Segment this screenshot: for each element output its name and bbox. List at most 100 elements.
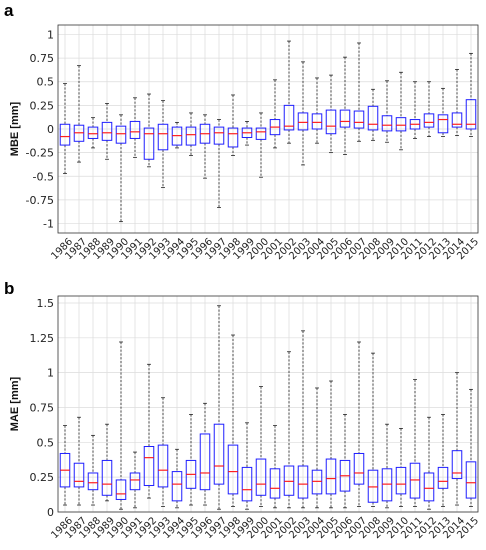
mbe-boxes (59, 40, 477, 223)
mae-box-2009 (381, 423, 393, 509)
mbe-box-2001 (269, 79, 281, 149)
mbe-box-2008 (367, 88, 379, 141)
mbe-iqr-box (129, 120, 141, 139)
mae-iqr-box (465, 461, 477, 499)
mbe-iqr-box (311, 113, 323, 130)
mae-box-2004 (311, 387, 323, 509)
mbe-box-2010 (395, 71, 407, 151)
mae-boxes (59, 305, 477, 510)
mbe-iqr-box (339, 109, 351, 128)
mbe-box-1998 (227, 94, 239, 156)
mbe-iqr-box (143, 127, 155, 160)
mae-y-tick-label: 1.25 (30, 332, 55, 345)
mbe-y-ticks: 1 0.75 0.5 0.25 0 -0.25 -0.5 -0.75 -1 (26, 28, 54, 230)
mbe-box-1996 (199, 114, 211, 179)
mae-iqr-box (241, 466, 253, 502)
mbe-iqr-box (297, 112, 309, 131)
mbe-iqr-box (157, 123, 169, 151)
mbe-iqr-box (353, 110, 365, 129)
mbe-box-1994 (171, 121, 183, 149)
mae-y-ticks: 1.5 1.25 1 0.75 0.5 0.25 0 (30, 297, 55, 519)
mae-iqr-box (73, 462, 85, 488)
mae-iqr-box (353, 452, 365, 485)
mbe-box-2009 (381, 80, 393, 143)
mae-box-1986 (59, 425, 71, 506)
mbe-box-2002 (283, 40, 295, 144)
mae-box-1993 (157, 397, 169, 507)
mae-iqr-box (283, 465, 295, 496)
mae-y-tick-label: 1.5 (37, 297, 55, 310)
mbe-iqr-box (59, 123, 71, 146)
mbe-box-2004 (311, 77, 323, 144)
mbe-box-1989 (101, 103, 113, 160)
mae-box-1997 (213, 305, 225, 510)
mbe-box-1991 (129, 97, 141, 158)
mae-y-tick-label: 0.5 (37, 436, 55, 449)
mae-iqr-box (409, 462, 421, 499)
mbe-iqr-box (395, 117, 407, 132)
mae-box-1990 (115, 341, 127, 510)
mbe-y-tick-label: -1 (43, 218, 54, 231)
mbe-box-2015 (465, 52, 477, 137)
mbe-iqr-box (465, 99, 477, 130)
mae-box-2014 (451, 372, 463, 506)
mbe-y-tick-label: 0 (47, 123, 54, 136)
mae-box-2015 (465, 388, 477, 507)
mae-box-2006 (339, 414, 351, 509)
mae-iqr-box (451, 450, 463, 480)
mbe-box-1988 (87, 117, 99, 149)
mbe-box-2013 (437, 87, 449, 137)
mae-box-1991 (129, 451, 141, 509)
mae-iqr-box (101, 459, 113, 496)
mbe-iqr-box (227, 127, 239, 148)
mae-iqr-box (157, 444, 169, 488)
panel-label-a: a (4, 1, 14, 20)
mae-iqr-box (255, 458, 267, 496)
mae-box-1992 (143, 363, 155, 499)
mbe-x-ticks: 1986198719881989199019911992199319941995… (49, 236, 481, 262)
mae-iqr-box (171, 471, 183, 502)
mae-iqr-box (213, 423, 225, 485)
mae-iqr-box (115, 479, 127, 500)
mbe-box-1987 (73, 65, 85, 163)
mae-box-1989 (101, 423, 113, 502)
mae-iqr-box (199, 433, 211, 491)
mae-iqr-box (367, 469, 379, 503)
mae-box-1994 (171, 448, 183, 509)
mbe-box-2003 (297, 61, 309, 166)
mae-y-axis-label: MAE [mm] (9, 376, 21, 431)
mae-iqr-box (437, 466, 449, 489)
mae-box-1988 (87, 434, 99, 506)
mbe-y-tick-label: 0.75 (30, 52, 55, 65)
mbe-y-tick-label: 1 (47, 28, 54, 41)
mbe-box-2006 (339, 56, 351, 155)
mbe-box-2000 (255, 112, 267, 178)
mbe-y-tick-label: -0.75 (26, 194, 54, 207)
mae-box-2012 (423, 416, 435, 510)
mae-box-1998 (227, 334, 239, 507)
mae-y-tick-label: 1 (47, 367, 54, 380)
mbe-iqr-box (255, 127, 267, 140)
mae-iqr-box (87, 472, 99, 491)
mae-x-ticks: 1986198719881989199019911992199319941995… (49, 515, 481, 541)
mbe-iqr-box (423, 113, 435, 128)
mbe-iqr-box (367, 105, 379, 131)
mae-y-tick-label: 0.25 (30, 471, 55, 484)
mae-box-1987 (73, 416, 85, 506)
mae-plot-frame (57, 295, 479, 513)
mbe-y-tick-label: 0.5 (37, 76, 55, 89)
mbe-box-1999 (241, 121, 253, 146)
mae-box-2008 (367, 352, 379, 507)
mbe-iqr-box (325, 109, 337, 135)
mae-box-2010 (395, 427, 407, 507)
mbe-box-2007 (353, 42, 365, 142)
mae-box-1999 (241, 422, 253, 510)
mae-box-1996 (199, 402, 211, 506)
mbe-box-1993 (157, 100, 169, 189)
mae-box-2003 (297, 330, 309, 509)
mae-y-tick-label: 0 (47, 506, 54, 519)
mae-iqr-box (143, 446, 155, 487)
mae-box-1995 (185, 414, 197, 506)
mbe-iqr-box (115, 125, 127, 144)
